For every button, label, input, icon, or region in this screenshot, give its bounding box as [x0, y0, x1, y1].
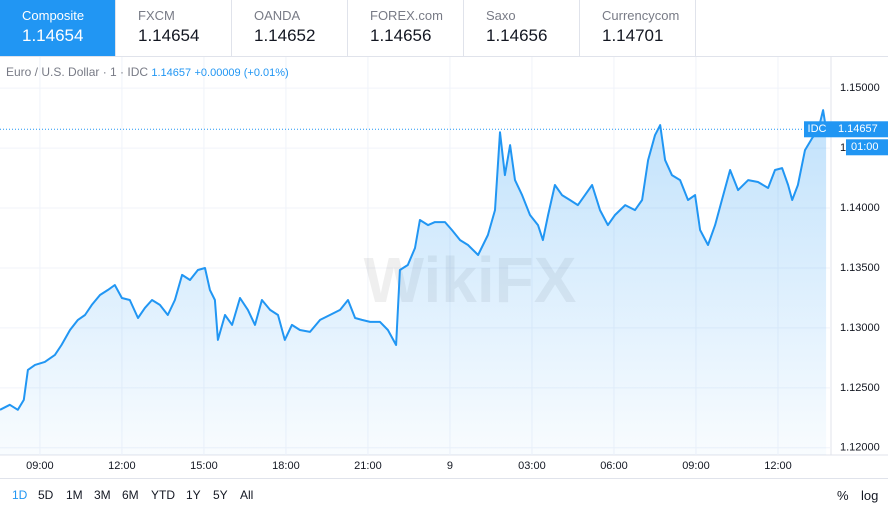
scale-toggle[interactable]: %: [837, 488, 849, 503]
range-button[interactable]: 3M: [94, 488, 111, 502]
legend-value: 1.14657: [151, 67, 191, 79]
source-price: 1.14701: [602, 26, 664, 45]
countdown: 01:00: [851, 141, 879, 153]
x-tick-label: 18:00: [272, 460, 300, 472]
x-tick-label: 9: [447, 460, 453, 472]
x-tick-label: 21:00: [354, 460, 382, 472]
y-tick-label: 1.12000: [840, 442, 880, 454]
scale-toggle[interactable]: log: [861, 488, 879, 503]
source-tag-bg: [804, 121, 831, 138]
source-price: 1.14656: [486, 26, 548, 45]
y-tick-label: 1.13500: [840, 262, 880, 274]
y-tick-label: 1.14000: [840, 202, 880, 214]
legend-change: +0.00009 (+0.01%): [194, 67, 288, 79]
source-price: 1.14654: [138, 26, 200, 45]
source-name: FXCM: [138, 8, 175, 23]
range-button[interactable]: YTD: [151, 488, 175, 502]
source-price: 1.14654: [22, 26, 84, 45]
range-button[interactable]: All: [240, 488, 254, 502]
y-tick-label: 1.12500: [840, 382, 880, 394]
x-tick-label: 12:00: [764, 460, 792, 472]
price-line: [0, 109, 828, 411]
x-tick-label: 06:00: [600, 460, 628, 472]
price-tag: 1.14657: [838, 123, 878, 135]
source-tab[interactable]: Composite 1.14654: [0, 0, 116, 56]
range-button[interactable]: 5Y: [213, 488, 228, 502]
source-name: Currencycom: [602, 8, 680, 23]
y-tick-label: 1.15000: [840, 82, 880, 94]
source-tab[interactable]: Currencycom 1.14701: [580, 0, 696, 56]
source-tab[interactable]: FOREX.com 1.14656: [348, 0, 464, 56]
y-tick-label: 1.13000: [840, 322, 880, 334]
source-name: Composite: [22, 8, 85, 23]
source-name: FOREX.com: [370, 8, 443, 23]
x-tick-label: 12:00: [108, 460, 136, 472]
price-tag-bg: [831, 121, 888, 138]
countdown-bg: [846, 139, 888, 156]
source-tabs: Composite 1.14654 FXCM 1.14654 OANDA 1.14652 F…: [0, 0, 888, 57]
chart: 09:00 12:00 15:00 18:00 21:00 9 03:00 06:00 09:0…: [0, 57, 888, 472]
source-tag: IDC: [808, 123, 827, 135]
range-button[interactable]: 6M: [122, 488, 139, 502]
x-tick-label: 09:00: [682, 460, 710, 472]
range-button[interactable]: 5D: [38, 488, 54, 502]
source-name: OANDA: [254, 8, 301, 23]
range-button[interactable]: 1Y: [186, 488, 201, 502]
range-button[interactable]: 1M: [66, 488, 83, 502]
toolbar: 1D 5D 1M 3M 6M YTD 1Y 5Y All% log: [0, 478, 888, 510]
x-tick-label: 03:00: [518, 460, 546, 472]
source-price: 1.14656: [370, 26, 432, 45]
x-tick-label: 15:00: [190, 460, 218, 472]
area: [0, 110, 827, 455]
source-tab[interactable]: Saxo 1.14656: [464, 0, 580, 56]
legend: Euro / U.S. Dollar · 1 · IDC 1.14657 +0.…: [6, 65, 289, 79]
source-name: Saxo: [486, 8, 516, 23]
source-tab[interactable]: OANDA 1.14652: [232, 0, 348, 56]
source-price: 1.14652: [254, 26, 316, 45]
legend-name: Euro / U.S. Dollar · 1 · IDC: [6, 65, 148, 79]
range-button[interactable]: 1D: [12, 488, 28, 502]
source-tab[interactable]: FXCM 1.14654: [116, 0, 232, 56]
x-tick-label: 09:00: [26, 460, 54, 472]
